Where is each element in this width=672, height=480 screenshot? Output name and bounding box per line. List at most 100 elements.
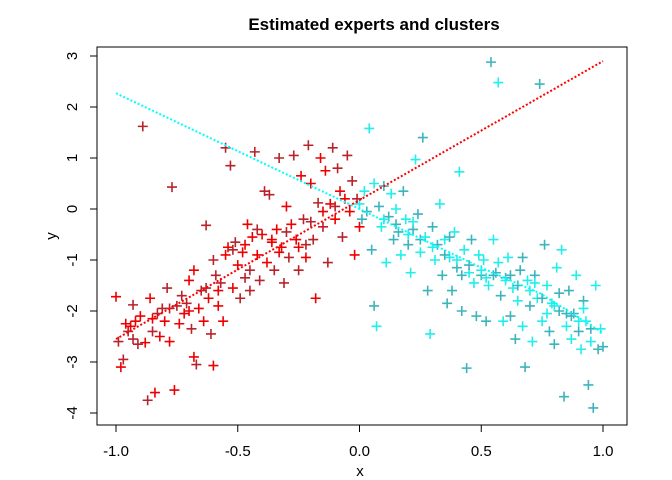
data-point (512, 295, 523, 306)
data-point (510, 334, 521, 345)
data-point (210, 270, 221, 281)
data-point (588, 402, 599, 413)
data-point (223, 242, 234, 253)
data-point (145, 293, 156, 304)
y-axis: 3 2 1 0 -1 -2 -3 -4 (64, 52, 98, 420)
series-1 (354, 57, 608, 413)
x-tick-label: -0.5 (225, 443, 251, 460)
data-point (503, 252, 514, 263)
data-point (464, 260, 475, 271)
data-point (184, 306, 195, 316)
data-point (327, 142, 338, 153)
data-point (488, 234, 499, 245)
data-point (434, 198, 445, 209)
data-point (115, 362, 126, 373)
data-point (488, 270, 499, 281)
data-point (235, 293, 246, 304)
data-point (590, 280, 601, 291)
data-point (524, 300, 535, 311)
data-point (383, 211, 394, 222)
data-point (254, 275, 265, 286)
data-point (585, 336, 596, 347)
data-point (317, 206, 328, 217)
data-point (429, 255, 440, 265)
data-point (493, 257, 504, 268)
data-point (179, 308, 190, 319)
data-point (244, 265, 255, 276)
data-point (293, 265, 304, 276)
data-point (461, 363, 472, 374)
data-point (201, 220, 212, 231)
data-point (152, 308, 163, 319)
data-point (335, 186, 346, 197)
data-point (366, 244, 377, 255)
data-point (473, 249, 484, 260)
data-point (218, 316, 229, 327)
data-point (371, 321, 382, 332)
data-point (188, 351, 199, 362)
data-point (118, 354, 129, 365)
data-point (249, 146, 260, 157)
data-point (322, 257, 333, 268)
data-point (281, 226, 292, 237)
data-point (554, 288, 565, 299)
data-point (293, 242, 304, 253)
data-point (147, 326, 158, 337)
data-point (227, 244, 238, 255)
data-point (140, 337, 151, 348)
y-tick-label: 1 (64, 154, 81, 162)
data-point (398, 186, 409, 197)
data-point (313, 197, 324, 208)
data-point (283, 252, 294, 263)
data-point (573, 316, 584, 327)
data-point (546, 298, 557, 309)
x-axis-label: x (356, 463, 364, 480)
data-point (274, 247, 285, 258)
data-point (505, 270, 516, 281)
data-point (130, 316, 141, 327)
data-point (244, 285, 255, 296)
data-point (561, 321, 572, 332)
data-point (203, 293, 214, 304)
data-point (456, 306, 467, 316)
data-point (242, 219, 253, 230)
data-point (315, 153, 326, 163)
data-point (522, 275, 533, 286)
data-point (403, 239, 414, 250)
data-point (164, 336, 175, 347)
data-point (578, 303, 589, 314)
data-point (541, 280, 552, 291)
data-point (534, 79, 545, 90)
data-point (193, 303, 204, 314)
data-point (337, 232, 348, 243)
data-point (537, 316, 548, 327)
data-point (196, 285, 207, 296)
data-point (447, 285, 458, 296)
data-point (281, 201, 292, 212)
data-point (583, 379, 594, 390)
x-tick-label: 0.5 (471, 443, 492, 460)
data-point (154, 331, 165, 342)
data-point (128, 299, 139, 310)
data-point (369, 178, 380, 189)
data-point (386, 188, 397, 199)
data-point (539, 239, 550, 250)
data-point (291, 234, 302, 245)
data-point (571, 270, 582, 281)
data-point (517, 252, 528, 263)
data-point (325, 198, 336, 209)
data-point (593, 344, 604, 355)
data-point (128, 334, 139, 345)
data-point (415, 247, 426, 258)
data-point (305, 216, 316, 227)
plot-frame (96, 46, 628, 426)
data-point (186, 323, 197, 334)
data-point (405, 267, 416, 278)
data-point (113, 336, 124, 347)
data-point (437, 270, 448, 281)
data-point (373, 201, 384, 212)
data-point (344, 206, 355, 217)
data-point (330, 201, 341, 212)
data-point (537, 293, 548, 304)
